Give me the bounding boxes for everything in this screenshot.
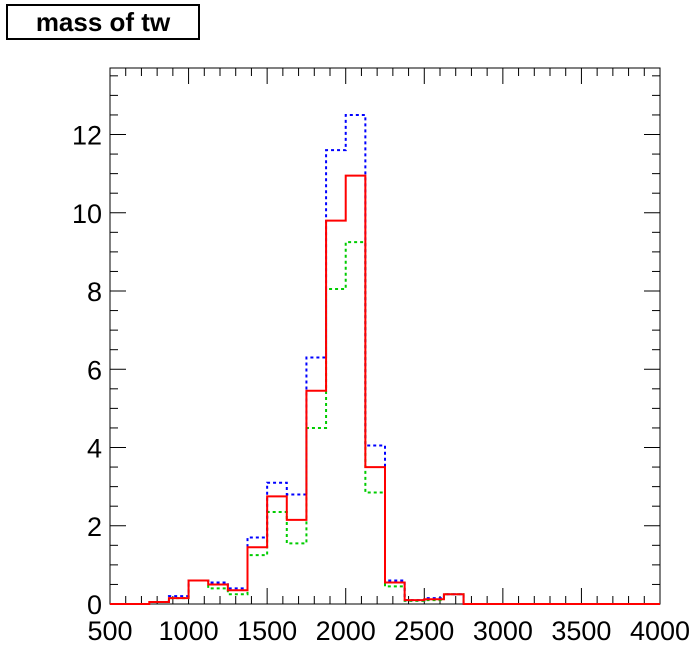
y-tick-labels: 0 2 4 6 8 10 12	[72, 121, 102, 620]
series-line-0	[110, 113, 660, 605]
x-tick-label: 500	[87, 616, 132, 646]
y-tick-label: 8	[87, 277, 102, 307]
y-tick-label: 6	[87, 355, 102, 385]
axis-ticks	[109, 68, 661, 605]
y-tick-label: 4	[87, 434, 102, 464]
series-line-1	[110, 174, 660, 605]
x-tick-label: 3000	[473, 616, 533, 646]
series-layer	[110, 113, 660, 605]
y-tick-label: 2	[87, 512, 102, 542]
chart-title: mass of tw	[6, 4, 200, 40]
x-tick-label: 3500	[551, 616, 611, 646]
x-tick-label: 1500	[237, 616, 297, 646]
x-tick-labels: 500 1000 1500 2000 2500 3000 3500 4000	[87, 616, 690, 646]
y-tick-label: 10	[72, 199, 102, 229]
x-tick-label: 1000	[159, 616, 219, 646]
x-tick-label: 2000	[316, 616, 376, 646]
plot-frame	[109, 67, 661, 605]
x-tick-label: 2500	[394, 616, 454, 646]
y-tick-label: 12	[72, 121, 102, 151]
x-tick-label: 4000	[630, 616, 690, 646]
y-tick-label: 0	[87, 590, 102, 620]
